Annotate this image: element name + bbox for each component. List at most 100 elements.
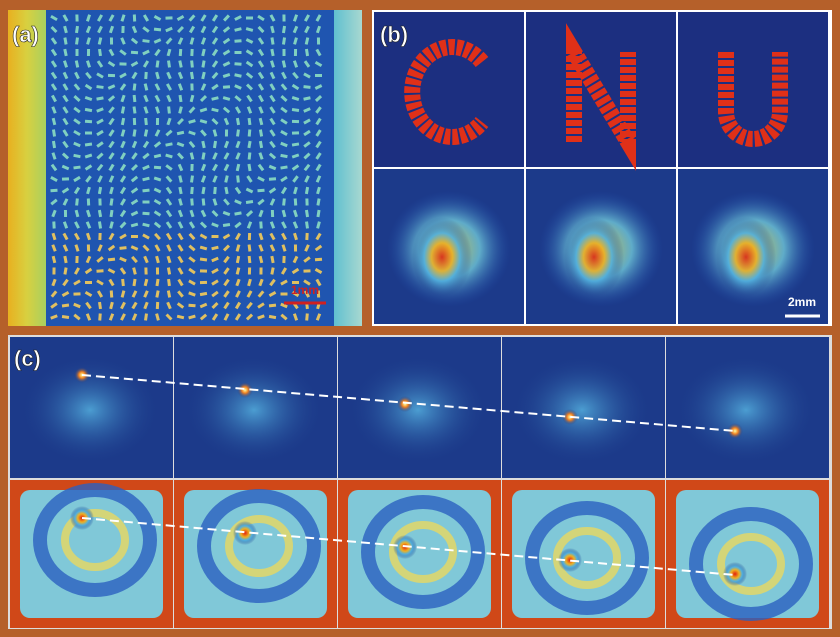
- dash: [246, 94, 253, 103]
- dash: [108, 232, 115, 241]
- dash: [144, 313, 148, 321]
- dash: [96, 152, 104, 160]
- dash: [154, 106, 161, 114]
- dash: [120, 37, 126, 45]
- dash: [245, 83, 254, 91]
- dash: [165, 186, 173, 195]
- dash: [178, 175, 183, 183]
- dash: [188, 267, 196, 275]
- dash: [177, 278, 184, 287]
- dash: [119, 233, 127, 240]
- letter-shape: [718, 52, 788, 147]
- dash: [257, 14, 265, 22]
- dash: [280, 153, 288, 159]
- dash: [50, 290, 58, 298]
- dash: [270, 25, 275, 34]
- dash: [257, 188, 265, 193]
- dash: [212, 198, 218, 206]
- dash: [282, 49, 286, 56]
- dash: [199, 107, 208, 113]
- dash: [316, 221, 321, 229]
- dash: [280, 118, 288, 125]
- dash: [176, 25, 185, 34]
- dash: [73, 175, 81, 183]
- dash: [166, 94, 172, 103]
- dash: [131, 71, 138, 80]
- dash: [316, 209, 321, 218]
- dash: [211, 290, 219, 298]
- dash: [281, 25, 287, 34]
- ring: [553, 527, 621, 589]
- dash: [201, 48, 206, 57]
- dash: [257, 71, 265, 80]
- dash: [247, 129, 252, 137]
- dash: [50, 37, 58, 45]
- dash: [142, 140, 150, 149]
- dash: [86, 244, 91, 252]
- dash: [211, 301, 219, 310]
- panel-c: (c): [8, 335, 832, 629]
- dash: [130, 175, 139, 183]
- dash: [85, 221, 92, 229]
- dash: [234, 232, 242, 241]
- blob: [676, 355, 816, 465]
- dash: [98, 313, 102, 321]
- dash: [234, 95, 242, 102]
- dash: [75, 37, 79, 45]
- dash: [166, 71, 172, 80]
- dash: [212, 152, 218, 160]
- ring: [389, 521, 457, 583]
- dash: [73, 302, 81, 309]
- dash: [188, 140, 196, 149]
- dash: [62, 83, 69, 91]
- dash: [223, 198, 230, 206]
- dash: [74, 244, 80, 252]
- dash: [222, 49, 231, 56]
- dash: [292, 221, 299, 229]
- scale-label: 2mm: [788, 295, 816, 309]
- dash: [211, 222, 219, 228]
- dash: [84, 107, 93, 113]
- dash: [304, 175, 310, 183]
- dash: [85, 301, 92, 310]
- dash: [201, 198, 206, 206]
- dash: [234, 221, 242, 229]
- dash: [96, 290, 104, 298]
- dash: [62, 232, 69, 241]
- dash: [166, 117, 172, 126]
- dash: [292, 175, 299, 183]
- dash: [120, 140, 126, 149]
- dash: [223, 140, 230, 149]
- dash: [178, 106, 183, 114]
- hot-spot: [723, 562, 747, 586]
- dash: [178, 48, 183, 57]
- dash: [165, 26, 173, 33]
- dash: [84, 290, 93, 298]
- dash: [74, 209, 80, 218]
- dash: [109, 186, 114, 195]
- dash: [257, 290, 265, 298]
- dash: [153, 187, 162, 194]
- dash: [257, 302, 265, 309]
- dash: [85, 209, 92, 218]
- dash: [130, 210, 139, 217]
- dash: [292, 281, 299, 284]
- dash: [75, 255, 79, 264]
- dash: [199, 221, 208, 229]
- dash: [188, 314, 196, 320]
- dash: [142, 164, 150, 171]
- dash: [74, 60, 80, 68]
- dash: [143, 129, 149, 137]
- dash: [291, 108, 300, 112]
- dash: [212, 175, 218, 183]
- dash: [63, 209, 68, 218]
- dash: [73, 292, 81, 296]
- dash: [51, 209, 57, 218]
- dash: [280, 83, 288, 91]
- dash: [222, 96, 231, 101]
- dash: [154, 129, 161, 137]
- dash: [176, 14, 185, 22]
- dash: [154, 94, 161, 103]
- dash: [120, 129, 126, 137]
- dash: [258, 129, 264, 137]
